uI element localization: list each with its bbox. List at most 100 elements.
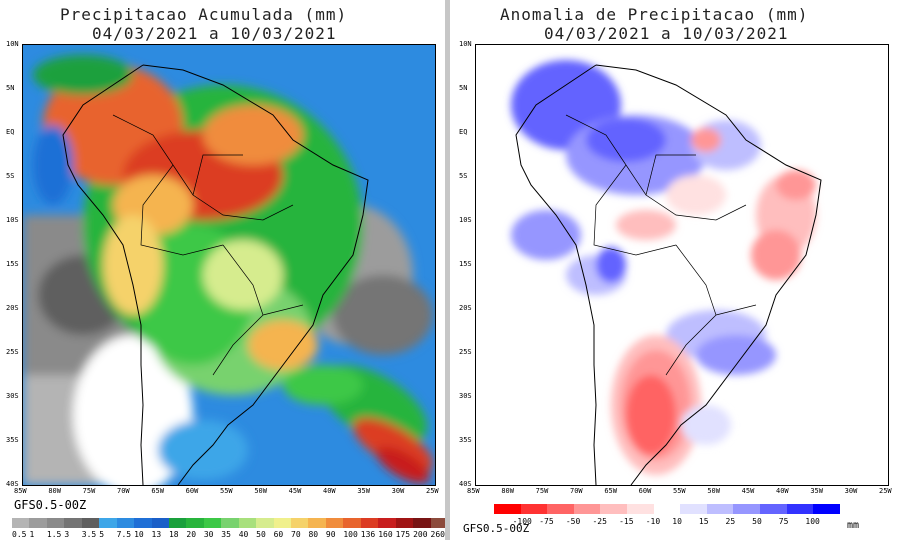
anomaly-precip-map bbox=[475, 44, 889, 486]
latitude-label: 15S bbox=[6, 260, 19, 268]
latitude-label: 10S bbox=[459, 216, 472, 224]
longitude-label: 40W bbox=[776, 487, 789, 495]
colorbar-tick-label: -100 bbox=[512, 517, 532, 526]
colorbar-tick-label: -75 bbox=[539, 517, 554, 526]
colorbar-tick-label: 0.5 bbox=[12, 530, 27, 539]
longitude-label: 80W bbox=[501, 487, 514, 495]
colorbar-swatch bbox=[99, 518, 117, 528]
colorbar-swatch bbox=[706, 504, 734, 514]
colorbar-swatch bbox=[203, 518, 222, 528]
longitude-label: 30W bbox=[391, 487, 405, 495]
latitude-label: 10S bbox=[6, 216, 19, 224]
colorbar-swatch bbox=[256, 518, 274, 528]
colorbar-tick-label: 200 bbox=[413, 530, 428, 539]
left-colorbar bbox=[12, 518, 448, 528]
latitude-label: 5S bbox=[6, 172, 15, 180]
longitude-label: 25W bbox=[426, 487, 439, 495]
longitude-label: 50W bbox=[707, 487, 720, 495]
longitude-label: 60W bbox=[185, 487, 199, 495]
colorbar-swatch bbox=[733, 504, 761, 514]
longitude-label: 85W bbox=[14, 487, 27, 495]
colorbar-tick-label: 50 bbox=[256, 530, 266, 539]
colorbar-swatch bbox=[64, 518, 82, 528]
colorbar-swatch bbox=[430, 518, 448, 528]
colorbar-swatch bbox=[395, 518, 414, 528]
colorbar-tick-label: 1.5 bbox=[46, 530, 62, 539]
colorbar-swatch bbox=[547, 504, 574, 514]
longitude-label: 45W bbox=[288, 487, 302, 495]
colorbar-swatch bbox=[760, 504, 787, 514]
latitude-label: EQ bbox=[6, 128, 15, 136]
colorbar-swatch bbox=[360, 518, 379, 528]
longitude-label: 40W bbox=[323, 487, 336, 495]
longitude-label: 80W bbox=[48, 487, 61, 495]
colorbar-swatch bbox=[343, 518, 361, 528]
colorbar-tick-label: 35 bbox=[221, 530, 231, 539]
colorbar-tick-label: -10 bbox=[645, 517, 661, 526]
latitude-label: 25S bbox=[6, 348, 19, 356]
longitude-label: 85W bbox=[467, 487, 480, 495]
colorbar-tick-label: 90 bbox=[325, 530, 336, 539]
colorbar-swatch bbox=[238, 518, 257, 528]
colorbar-tick-label: 20 bbox=[186, 530, 197, 539]
colorbar-tick-label: 50 bbox=[752, 517, 762, 526]
accumulated-precip-map bbox=[22, 44, 436, 486]
latitude-label: 5N bbox=[6, 84, 15, 92]
colorbar-tick-label: 60 bbox=[273, 530, 284, 539]
colorbar-swatch bbox=[168, 518, 187, 528]
latitude-label: 35S bbox=[459, 436, 472, 444]
colorbar-swatch bbox=[813, 504, 840, 514]
longitude-label: 60W bbox=[638, 487, 652, 495]
colorbar-swatch bbox=[494, 504, 521, 514]
left-title: Precipitacao Acumulada (mm) bbox=[60, 5, 348, 24]
latitude-label: 40S bbox=[6, 480, 19, 488]
colorbar-tick-label: 5 bbox=[99, 530, 105, 539]
colorbar-tick-label: 40 bbox=[238, 530, 249, 539]
colorbar-tick-label: 1 bbox=[29, 530, 35, 539]
precip-anomaly-panel: Anomalia de Precipitacao (mm) 04/03/2021… bbox=[450, 0, 899, 540]
longitude-label: 70W bbox=[570, 487, 583, 495]
colorbar-swatch bbox=[46, 518, 65, 528]
latitude-label: 25S bbox=[459, 348, 472, 356]
latitude-label: 10N bbox=[6, 40, 19, 48]
latitude-label: 30S bbox=[459, 392, 472, 400]
colorbar-swatch bbox=[151, 518, 169, 528]
colorbar-tick-label: 25 bbox=[725, 517, 736, 526]
colorbar-tick-label: -25 bbox=[592, 517, 607, 526]
colorbar-swatch bbox=[221, 518, 239, 528]
right-colorbar-unit: mm bbox=[847, 520, 860, 531]
colorbar-swatch bbox=[520, 504, 548, 514]
colorbar-tick-label: 13 bbox=[151, 530, 162, 539]
colorbar-swatch bbox=[116, 518, 135, 528]
latitude-label: 10N bbox=[459, 40, 472, 48]
right-date-range: 04/03/2021 a 10/03/2021 bbox=[544, 24, 789, 43]
latitude-label: 35S bbox=[6, 436, 19, 444]
longitude-label: 75W bbox=[82, 487, 96, 495]
colorbar-tick-label: 10 bbox=[672, 517, 682, 526]
colorbar-tick-label: -15 bbox=[619, 517, 634, 526]
colorbar-swatch bbox=[627, 504, 654, 514]
colorbar-swatch bbox=[378, 518, 396, 528]
colorbar-swatch bbox=[573, 504, 601, 514]
colorbar-tick-label: 136 bbox=[360, 530, 376, 539]
colorbar-tick-label: 30 bbox=[203, 530, 214, 539]
colorbar-swatch bbox=[653, 504, 681, 514]
longitude-label: 30W bbox=[844, 487, 858, 495]
colorbar-swatch bbox=[134, 518, 152, 528]
colorbar-tick-label: -50 bbox=[565, 517, 581, 526]
colorbar-tick-label: 160 bbox=[378, 530, 393, 539]
longitude-label: 25W bbox=[879, 487, 892, 495]
colorbar-swatch bbox=[325, 518, 344, 528]
colorbar-tick-label: 15 bbox=[698, 517, 709, 526]
right-colorbar bbox=[494, 504, 840, 514]
colorbar-tick-label: 100 bbox=[805, 517, 820, 526]
panel-divider bbox=[445, 0, 450, 540]
colorbar-swatch bbox=[600, 504, 628, 514]
colorbar-swatch bbox=[81, 518, 100, 528]
colorbar-swatch bbox=[291, 518, 309, 528]
colorbar-tick-label: 3.5 bbox=[81, 530, 97, 539]
colorbar-tick-label: 100 bbox=[343, 530, 358, 539]
precip-accumulated-panel: Precipitacao Acumulada (mm) 04/03/2021 a… bbox=[0, 0, 448, 540]
colorbar-swatch bbox=[29, 518, 47, 528]
latitude-label: EQ bbox=[459, 128, 468, 136]
